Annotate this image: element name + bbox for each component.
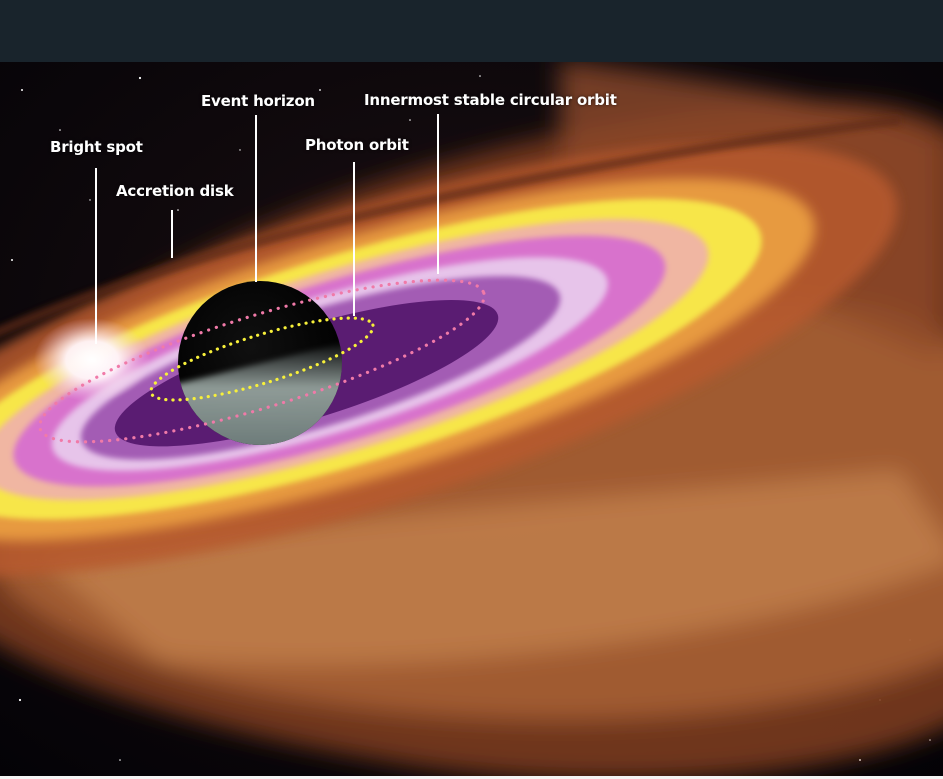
- bright-spot-glow: [34, 318, 150, 402]
- black-hole-illustration: [0, 62, 943, 779]
- isco-orbit-ellipse: [38, 278, 486, 444]
- disk-rim-shadow: [0, 115, 901, 337]
- leader-lines: [95, 114, 439, 344]
- label-bright-spot: Bright spot: [50, 138, 143, 156]
- label-photon-orbit: Photon orbit: [305, 136, 409, 154]
- label-innermost-stable-circular-orbit: Innermost stable circular orbit: [364, 91, 617, 109]
- header-bar: [0, 0, 943, 62]
- label-accretion-disk: Accretion disk: [116, 182, 234, 200]
- photon-orbit-ellipse: [149, 316, 375, 402]
- bottom-edge-line: [0, 776, 943, 779]
- label-event-horizon: Event horizon: [201, 92, 315, 110]
